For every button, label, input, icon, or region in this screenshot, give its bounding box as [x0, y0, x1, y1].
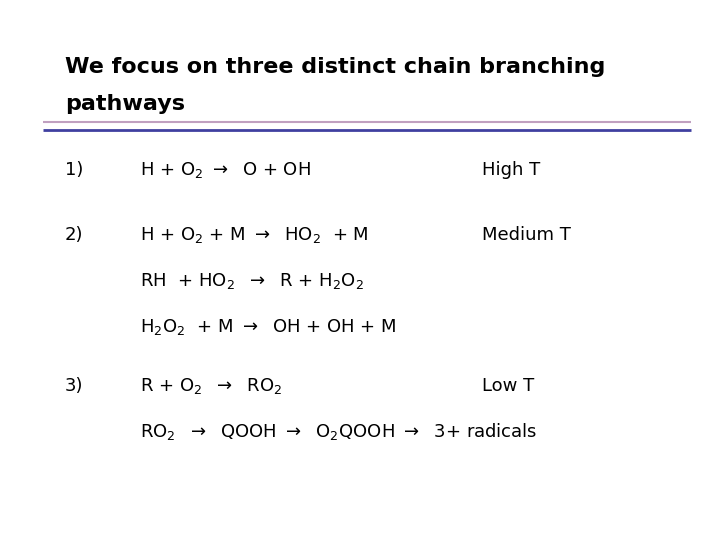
- Text: We focus on three distinct chain branching: We focus on three distinct chain branchi…: [65, 57, 606, 77]
- Text: H$_2$O$_2$  + M $\rightarrow$  OH + OH + M: H$_2$O$_2$ + M $\rightarrow$ OH + OH + M: [140, 316, 397, 337]
- Text: H + O$_2$ $\rightarrow$  O + OH: H + O$_2$ $\rightarrow$ O + OH: [140, 160, 311, 180]
- Text: Low T: Low T: [482, 377, 535, 395]
- Text: 2): 2): [65, 226, 84, 244]
- Text: 3): 3): [65, 377, 84, 395]
- Text: H + O$_2$ + M $\rightarrow$  HO$_2$  + M: H + O$_2$ + M $\rightarrow$ HO$_2$ + M: [140, 225, 369, 245]
- Text: Medium T: Medium T: [482, 226, 571, 244]
- Text: pathways: pathways: [65, 94, 185, 114]
- Text: RO$_2$  $\rightarrow$  QOOH $\rightarrow$  O$_2$QOOH $\rightarrow$  3+ radicals: RO$_2$ $\rightarrow$ QOOH $\rightarrow$ …: [140, 422, 538, 442]
- Text: R + O$_2$  $\rightarrow$  RO$_2$: R + O$_2$ $\rightarrow$ RO$_2$: [140, 376, 283, 396]
- Text: 1): 1): [65, 161, 84, 179]
- Text: High T: High T: [482, 161, 541, 179]
- Text: RH  + HO$_2$  $\rightarrow$  R + H$_2$O$_2$: RH + HO$_2$ $\rightarrow$ R + H$_2$O$_2$: [140, 271, 364, 291]
